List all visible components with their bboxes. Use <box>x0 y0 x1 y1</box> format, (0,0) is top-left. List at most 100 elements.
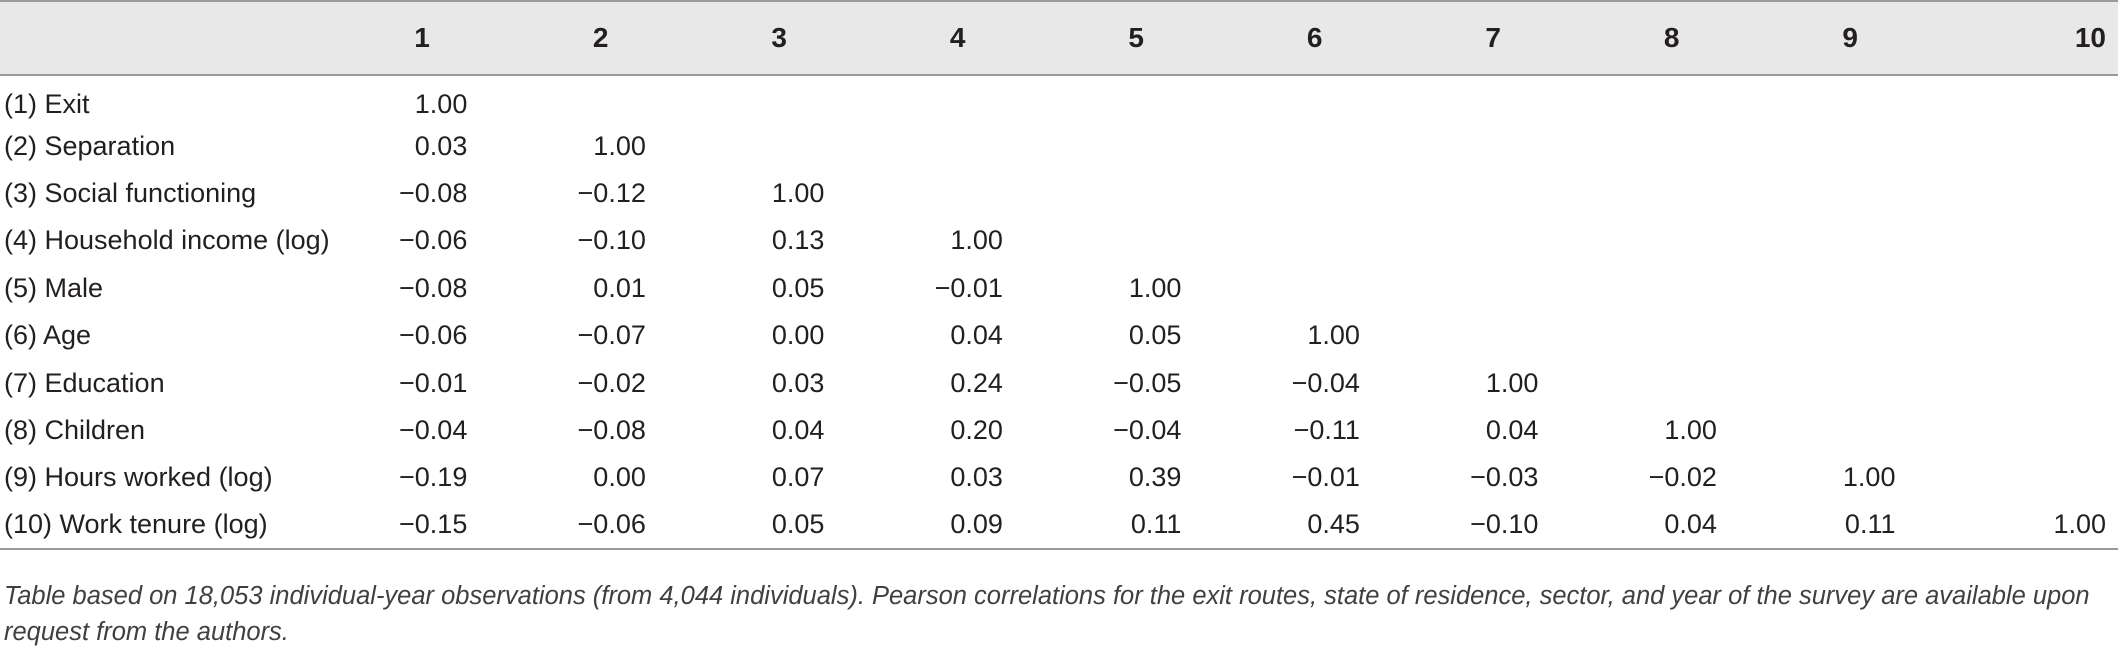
correlation-cell: 0.05 <box>771 509 825 540</box>
correlation-cell: 0.04 <box>1485 414 1539 445</box>
correlation-cell <box>1047 75 1226 122</box>
correlation-cell <box>1404 217 1583 264</box>
table-row: (6) Age −0.06 −0.07 0.00 0.04 0.05 1.00 <box>0 312 2118 359</box>
correlation-cell: −0.06 <box>577 509 646 540</box>
row-label: (8) Children <box>4 414 146 445</box>
correlation-cell: 0.00 <box>771 320 825 351</box>
table-row: (5) Male −0.08 0.01 0.05 −0.01 1.00 <box>0 265 2118 312</box>
correlation-cell <box>1404 312 1583 359</box>
correlation-cell: 1.00 <box>2053 509 2106 540</box>
correlation-cell <box>1939 359 2118 406</box>
correlation-cell <box>1939 454 2118 501</box>
correlation-cell: −0.10 <box>1470 509 1539 540</box>
correlation-cell: 0.24 <box>950 367 1003 398</box>
correlation-cell <box>1939 122 2118 169</box>
correlation-cell: 1.00 <box>1307 320 1360 351</box>
correlation-cell <box>1582 170 1761 217</box>
table-footnote: Table based on 18,053 individual-year ob… <box>4 582 2090 646</box>
correlation-cell: 0.04 <box>1664 509 1717 540</box>
correlation-cell <box>1047 122 1226 169</box>
header-row: 1 2 3 4 5 6 7 8 9 10 <box>0 1 2118 75</box>
column-header-2: 2 <box>592 22 609 53</box>
correlation-cell: 1.00 <box>1842 462 1896 493</box>
correlation-cell <box>1404 122 1583 169</box>
correlation-cell: 0.00 <box>593 462 646 493</box>
column-header-5: 5 <box>1128 22 1144 53</box>
correlation-cell <box>1404 265 1583 312</box>
correlation-cell: 0.13 <box>771 225 825 256</box>
correlation-cell <box>1939 312 2118 359</box>
correlation-cell: 0.09 <box>950 509 1003 540</box>
correlation-cell: −0.19 <box>399 462 468 493</box>
column-header-1: 1 <box>414 22 430 53</box>
table-header: 1 2 3 4 5 6 7 8 9 10 <box>0 1 2118 75</box>
correlation-cell: −0.06 <box>399 320 468 351</box>
correlation-cell <box>1225 75 1404 122</box>
correlation-cell: −0.03 <box>1470 462 1539 493</box>
correlation-cell: 0.07 <box>771 462 825 493</box>
correlation-cell: −0.10 <box>577 225 646 256</box>
correlation-cell: 0.20 <box>950 414 1003 445</box>
correlation-cell <box>1939 75 2118 122</box>
correlation-cell: −0.02 <box>577 367 646 398</box>
correlation-cell: −0.01 <box>934 272 1003 303</box>
correlation-cell: 0.03 <box>771 367 825 398</box>
column-header-3: 3 <box>771 22 787 53</box>
column-header-10: 10 <box>2074 22 2106 53</box>
correlation-cell: 1.00 <box>771 177 825 208</box>
correlation-cell <box>1225 170 1404 217</box>
table-row: (1) Exit 1.00 <box>0 75 2118 122</box>
correlation-cell: 1.00 <box>950 225 1003 256</box>
correlation-cell: 0.05 <box>771 272 825 303</box>
correlation-cell: 0.01 <box>593 272 646 303</box>
correlation-cell <box>868 75 1047 122</box>
table-body: (1) Exit 1.00 (2) Separation 0.03 1.00 (3) So… <box>0 75 2118 549</box>
table-row: (2) Separation 0.03 1.00 <box>0 122 2118 169</box>
correlation-cell: 0.04 <box>950 320 1003 351</box>
correlation-cell: 1.00 <box>1664 414 1717 445</box>
correlation-cell <box>690 75 869 122</box>
correlation-cell <box>690 122 869 169</box>
column-header-7: 7 <box>1485 22 1501 53</box>
column-header-9: 9 <box>1842 22 1858 53</box>
correlation-cell <box>1404 170 1583 217</box>
correlation-cell <box>1582 122 1761 169</box>
correlation-cell: 0.03 <box>414 130 468 161</box>
correlation-cell <box>1582 359 1761 406</box>
corner-cell <box>0 1 333 75</box>
correlation-cell: −0.02 <box>1648 462 1717 493</box>
correlation-cell <box>1761 407 1940 454</box>
correlation-cell: 0.05 <box>1128 320 1182 351</box>
correlation-cell: −0.15 <box>399 509 468 540</box>
correlation-cell: 1.00 <box>593 130 646 161</box>
correlation-cell <box>1761 359 1940 406</box>
correlation-cell: 0.45 <box>1307 509 1360 540</box>
correlation-cell: −0.01 <box>1291 462 1360 493</box>
correlation-cell <box>1939 217 2118 264</box>
correlation-table-container: 1 2 3 4 5 6 7 8 9 10 (1) Exit 1.00 (2) Separation 0.… <box>0 1 2118 549</box>
correlation-cell <box>1582 75 1761 122</box>
correlation-cell <box>1761 217 1940 264</box>
correlation-cell: −0.05 <box>1113 367 1182 398</box>
column-header-4: 4 <box>949 22 966 53</box>
correlation-cell <box>868 170 1047 217</box>
correlation-cell <box>1939 407 2118 454</box>
correlation-cell: −0.08 <box>399 177 468 208</box>
correlation-cell: 1.00 <box>1485 367 1539 398</box>
correlation-cell: −0.12 <box>577 177 646 208</box>
correlation-cell <box>1761 265 1940 312</box>
column-header-6: 6 <box>1306 22 1323 53</box>
table-row: (3) Social functioning −0.08 −0.12 1.00 <box>0 170 2118 217</box>
correlation-cell <box>1225 217 1404 264</box>
row-label: (5) Male <box>4 272 104 303</box>
correlation-cell: −0.04 <box>1113 414 1182 445</box>
correlation-cell <box>1582 312 1761 359</box>
correlation-cell: 0.11 <box>1844 509 1896 540</box>
correlation-cell: 1.00 <box>1128 272 1182 303</box>
correlation-cell: 0.04 <box>771 414 825 445</box>
correlation-cell: −0.04 <box>399 414 468 445</box>
correlation-table: 1 2 3 4 5 6 7 8 9 10 (1) Exit 1.00 (2) Separation 0.… <box>0 1 2118 549</box>
row-label: (4) Household income (log) <box>4 225 330 256</box>
correlation-cell <box>1582 217 1761 264</box>
row-label: (2) Separation <box>4 130 176 161</box>
